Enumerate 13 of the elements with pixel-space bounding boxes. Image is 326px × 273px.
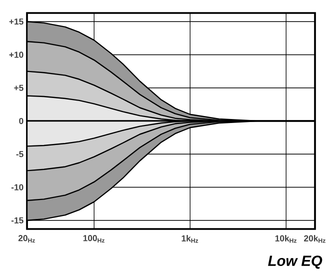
y-tick-label: 0	[19, 118, 24, 124]
y-tick-label: +10	[9, 52, 24, 58]
y-tick-label: -10	[11, 184, 24, 190]
y-tick-label: +5	[14, 84, 24, 91]
y-tick-label: -15	[11, 217, 24, 224]
x-tick-label: 100$_{Hz}$	[83, 235, 104, 243]
text: Low EQ	[268, 256, 322, 269]
x-tick-label: 10k$_{Hz}$	[275, 235, 297, 243]
x-tick-label: 20k$_{Hz}$	[304, 235, 326, 243]
x-tick-label: 20$_{Hz}$	[18, 235, 35, 243]
y-tick-label: -5	[16, 151, 24, 158]
y-tick-label: +15	[9, 18, 24, 25]
x-tick-label: 1k$_{Hz}$	[182, 235, 198, 243]
